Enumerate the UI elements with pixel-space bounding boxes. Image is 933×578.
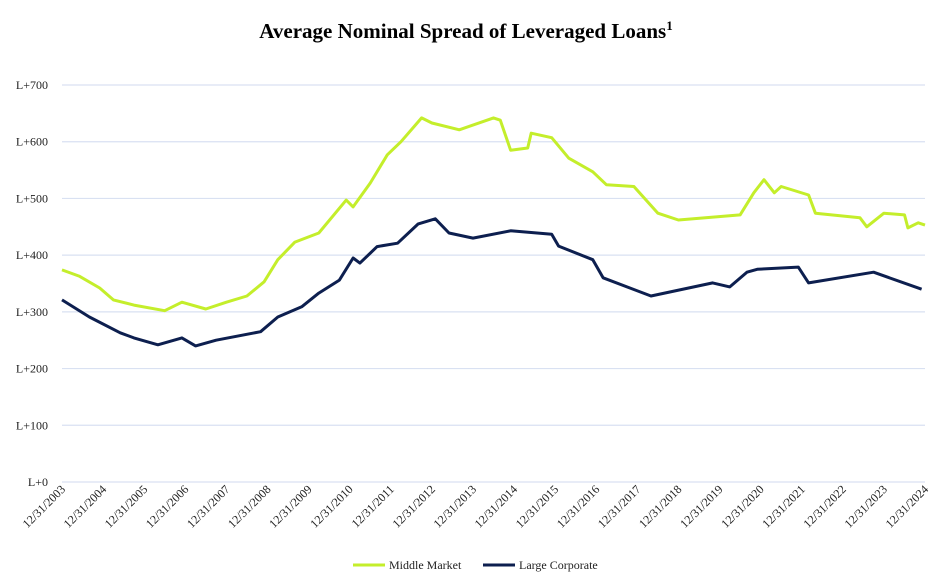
- y-tick-label: L+200: [16, 362, 48, 376]
- y-axis: L+0 L+100 L+200 L+300 L+400 L+500 L+600 L+700: [16, 78, 48, 489]
- x-tick-label: 12/31/2015: [513, 482, 562, 531]
- x-tick-label: 12/31/2009: [266, 482, 315, 531]
- x-tick-label: 12/31/2016: [554, 482, 603, 531]
- y-tick-label: L+700: [16, 78, 48, 92]
- chart-title: Average Nominal Spread of Leveraged Loan…: [259, 18, 672, 43]
- series-line-large-corporate: [61, 217, 923, 348]
- x-tick-label: 12/31/2022: [800, 482, 849, 531]
- x-tick-label: 12/31/2006: [143, 482, 192, 531]
- x-tick-label: 12/31/2003: [20, 482, 69, 531]
- series-lines: [61, 116, 926, 348]
- x-tick-label: 12/31/2019: [677, 482, 726, 531]
- x-tick-label: 12/31/2007: [184, 482, 233, 531]
- x-tick-label: 12/31/2005: [102, 482, 151, 531]
- y-tick-label: L+0: [28, 475, 48, 489]
- x-tick-label: 12/31/2020: [718, 482, 767, 531]
- x-tick-label: 12/31/2004: [61, 482, 110, 531]
- x-tick-label: 12/31/2011: [349, 482, 397, 530]
- legend-label: Middle Market: [389, 558, 462, 572]
- x-tick-label: 12/31/2013: [431, 482, 480, 531]
- x-tick-label: 12/31/2021: [759, 482, 808, 531]
- x-tick-label: 12/31/2014: [472, 482, 521, 531]
- y-tick-label: L+500: [16, 191, 48, 205]
- gridlines: [62, 84, 925, 483]
- y-tick-label: L+300: [16, 305, 48, 319]
- x-tick-label: 12/31/2024: [883, 482, 932, 531]
- x-tick-label: 12/31/2012: [389, 482, 438, 531]
- y-tick-label: L+600: [16, 135, 48, 149]
- series-line-middle-market: [61, 116, 926, 313]
- x-tick-label: 12/31/2017: [595, 482, 644, 531]
- y-tick-label: L+100: [16, 418, 48, 432]
- legend-label: Large Corporate: [519, 558, 598, 572]
- title-superscript: 1: [666, 18, 673, 33]
- x-tick-label: 12/31/2010: [307, 482, 356, 531]
- legend: Middle Market Large Corporate: [353, 558, 598, 572]
- x-tick-label: 12/31/2023: [841, 482, 890, 531]
- x-tick-label: 12/31/2008: [225, 482, 274, 531]
- y-tick-label: L+400: [16, 248, 48, 262]
- x-tick-label: 12/31/2018: [636, 482, 685, 531]
- x-axis: 12/31/200312/31/200412/31/200512/31/2006…: [20, 482, 932, 531]
